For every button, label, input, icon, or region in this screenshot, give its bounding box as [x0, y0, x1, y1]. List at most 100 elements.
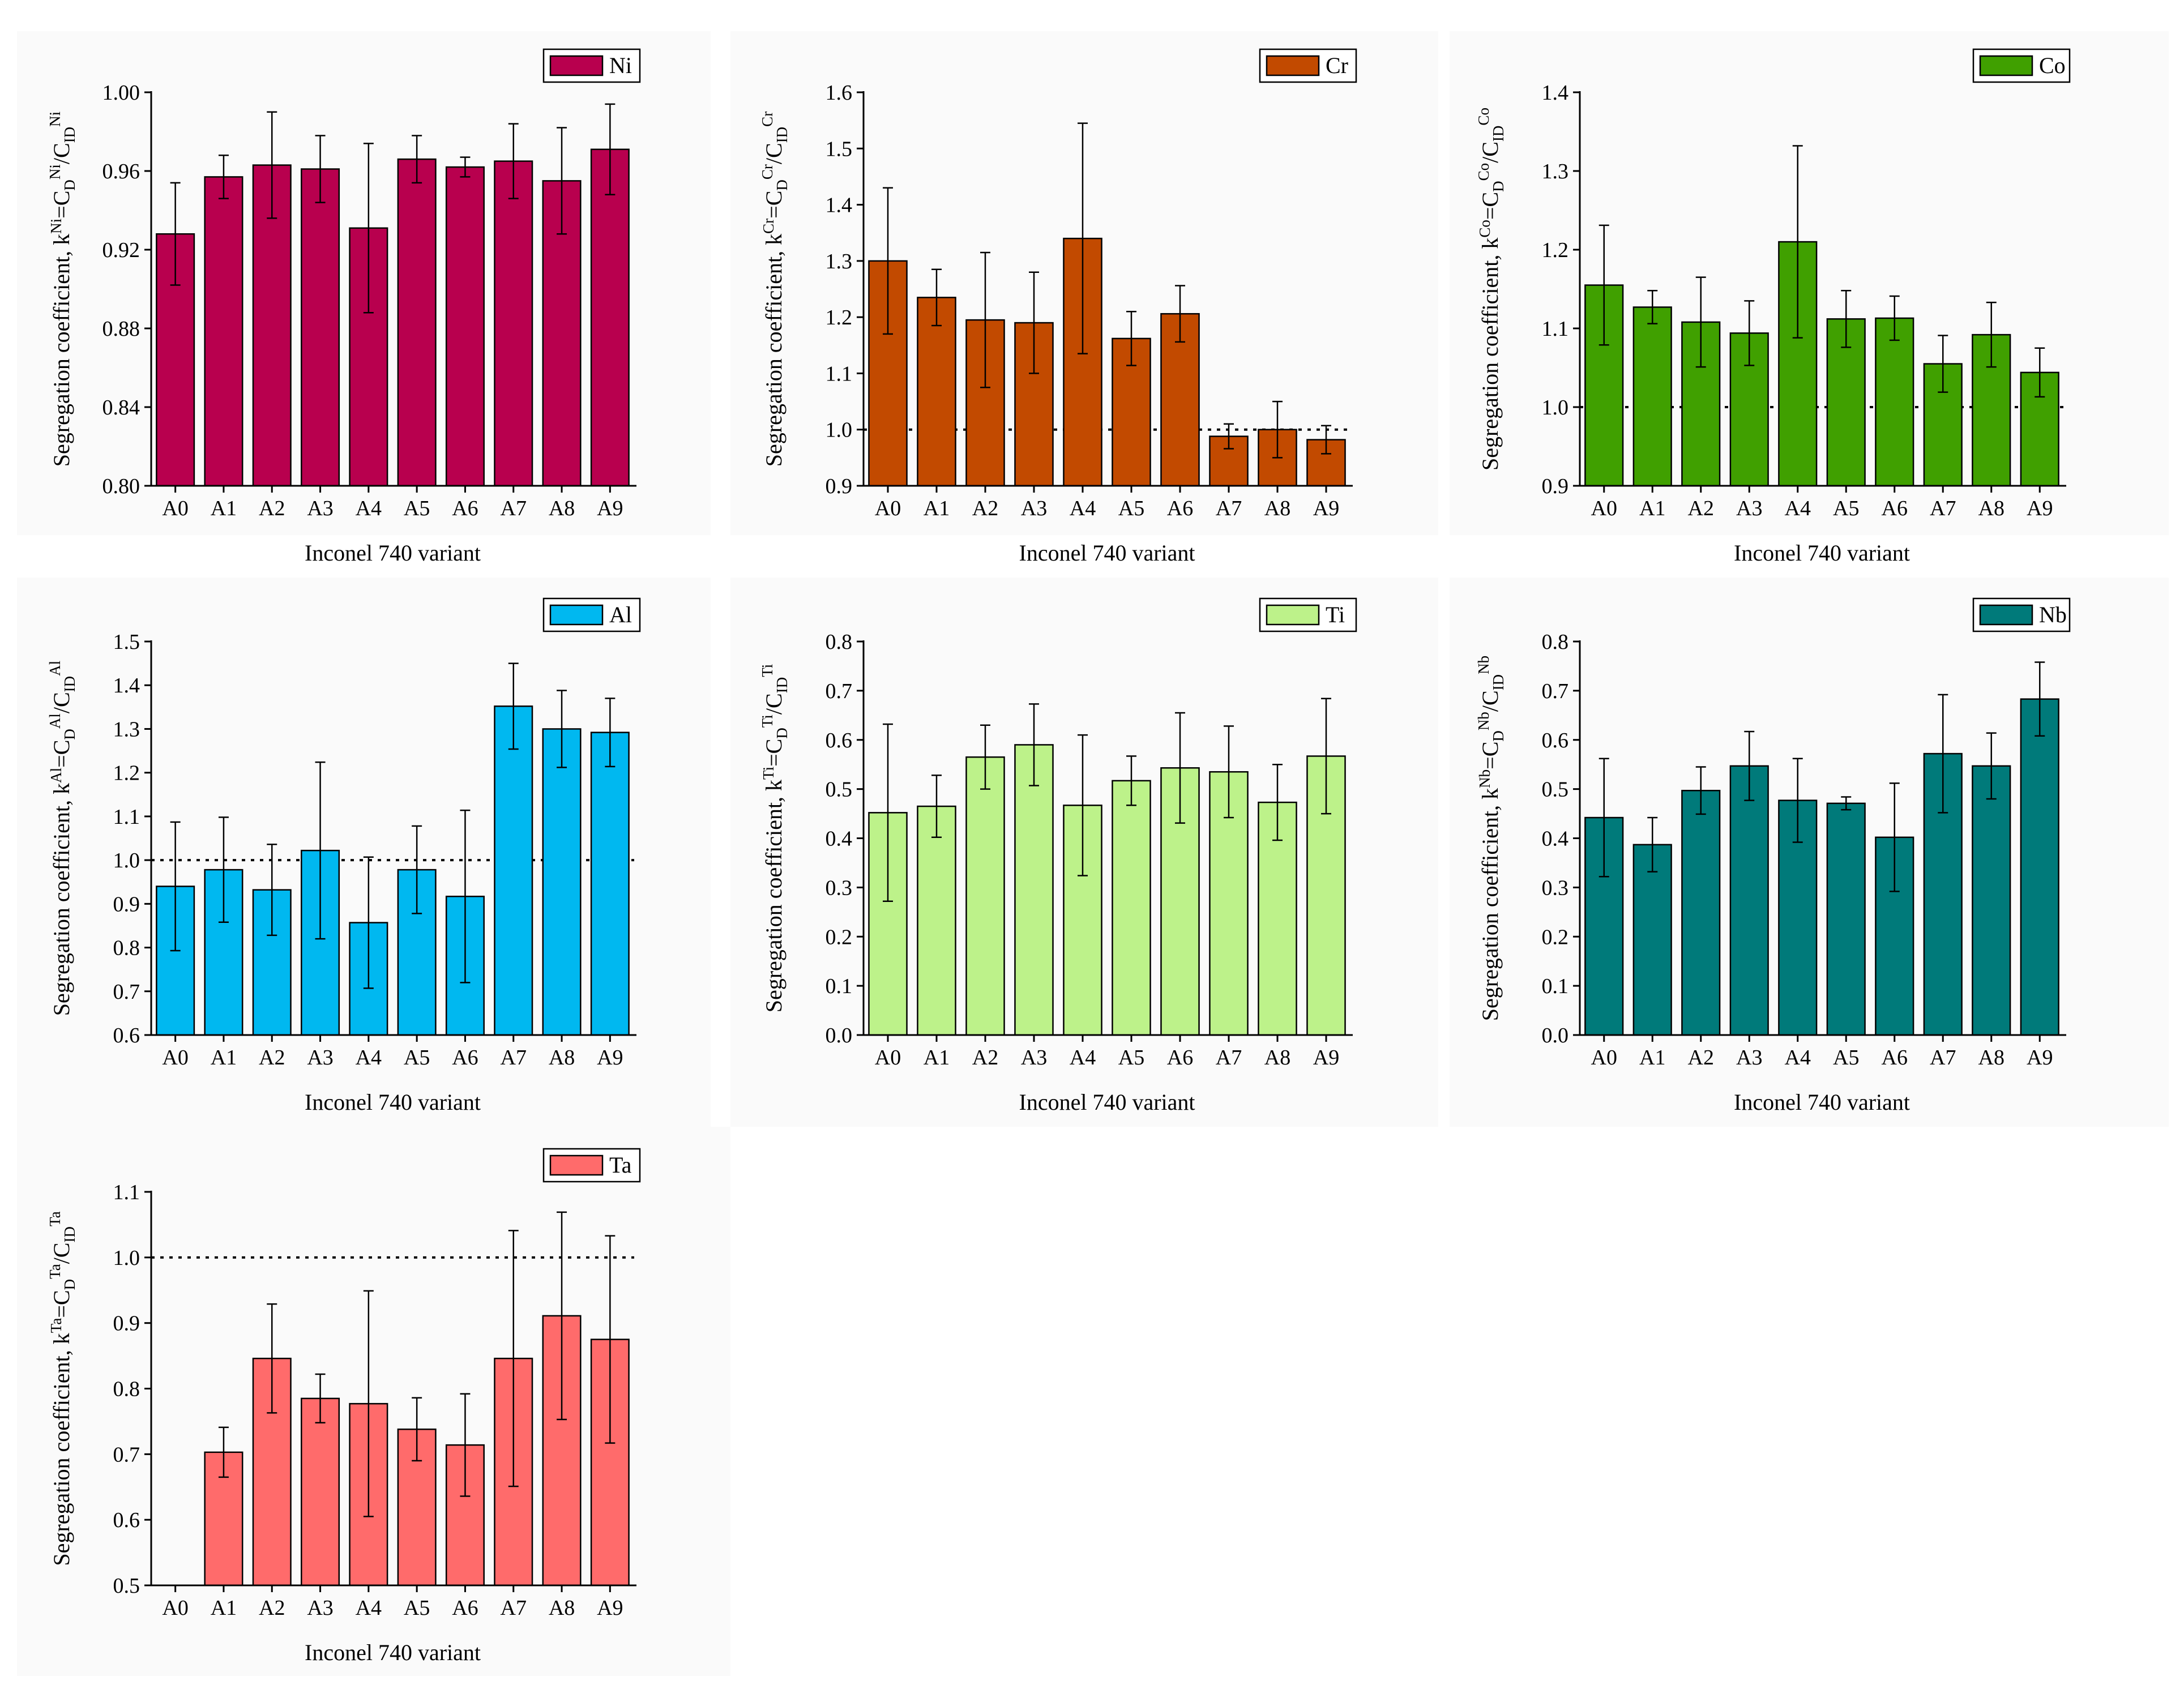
y-tick-label: 1.6	[826, 81, 853, 105]
y-axis-title: Segregation coefficient, kTa=CDTa/CIDTa	[46, 1211, 78, 1566]
error-bar-a9	[1321, 698, 1331, 815]
y-tick-label: 0.3	[826, 876, 853, 900]
bar-a3	[301, 1397, 340, 1586]
ylabel-sub: D	[61, 179, 78, 191]
bar-a6	[1875, 317, 1914, 487]
ylabel-text: Segregation coefficient, k	[1477, 238, 1503, 471]
y-tick-label: 0.7	[1542, 679, 1569, 703]
error-bar-a6	[460, 156, 471, 178]
y-tick-label: 0.84	[102, 396, 140, 420]
bar-a2	[965, 756, 1005, 1036]
ylabel-text: =C	[49, 1290, 74, 1318]
error-bar-a8	[557, 127, 567, 235]
x-tick-label-a4: A4	[1785, 1046, 1811, 1070]
y-tick-label: 0.6	[113, 1024, 140, 1047]
error-bar-a2	[267, 1303, 277, 1414]
ylabel-text: Segregation coefficient, k	[761, 780, 787, 1012]
error-bar-a2	[980, 251, 990, 388]
bar-a3	[1729, 765, 1769, 1036]
error-bar-a2	[267, 844, 277, 936]
legend-label: Ti	[1326, 602, 1345, 627]
x-tick-label-a8: A8	[1978, 1046, 2005, 1070]
ylabel-sup: Ta	[46, 1264, 63, 1279]
y-tick-label: 0.0	[826, 1024, 853, 1047]
error-bar-a0	[1599, 758, 1609, 878]
legend-al: Al	[542, 597, 641, 632]
x-tick-label-a1: A1	[1639, 1046, 1665, 1070]
x-tick-label-a0: A0	[1591, 497, 1617, 520]
x-tick-label-a1: A1	[211, 1596, 237, 1620]
ylabel-text: Segregation coefficient, k	[1477, 788, 1503, 1021]
ylabel-sup: Co	[1476, 220, 1493, 238]
error-bar-a5	[412, 825, 422, 914]
x-tick-label-a2: A2	[972, 1046, 998, 1070]
x-tick-label-a5: A5	[1118, 497, 1144, 520]
x-tick-label-a2: A2	[972, 497, 998, 520]
y-tick-label: 1.2	[826, 306, 853, 330]
bar-a9	[590, 148, 630, 487]
legend-swatch	[549, 604, 604, 626]
y-axis-title: Segregation coefficient, kTi=CDTi/CIDTi	[759, 664, 790, 1013]
x-tick-label-a5: A5	[1833, 1046, 1859, 1070]
x-tick-label-a5: A5	[1833, 497, 1859, 520]
bar-a1	[917, 805, 956, 1036]
x-tick-label-a6: A6	[1882, 1046, 1908, 1070]
x-tick-label-a4: A4	[1070, 497, 1096, 520]
ylabel-text: /C	[49, 692, 74, 713]
x-tick-label-a5: A5	[1118, 1046, 1144, 1070]
error-bar-a9	[605, 1235, 616, 1444]
x-tick-label-a7: A7	[1216, 1046, 1242, 1070]
y-axis-title: Segregation coefficient, kAl=CDAl/CIDAl	[46, 661, 78, 1016]
legend-swatch	[1266, 604, 1320, 626]
x-tick-label-a0: A0	[162, 497, 188, 520]
y-tick-label: 0.3	[1542, 876, 1569, 900]
ylabel-text: =C	[1477, 192, 1503, 220]
error-bar-a3	[315, 135, 326, 203]
legend-label: Cr	[1326, 53, 1348, 78]
y-tick-label: 0.96	[102, 160, 140, 183]
x-tick-label-a9: A9	[1313, 497, 1339, 520]
error-bar-a9	[2035, 347, 2045, 398]
legend-label: Nb	[2039, 602, 2067, 627]
ylabel-sup: Nb	[1475, 712, 1492, 730]
ylabel-sup: Ti	[759, 715, 776, 728]
ylabel-sub: ID	[61, 1226, 78, 1243]
error-bar-a1	[218, 816, 229, 923]
ylabel-sup: Ta	[46, 1211, 63, 1226]
y-tick-label: 0.2	[826, 925, 853, 949]
y-tick-label: 0.7	[826, 679, 853, 703]
legend-swatch	[549, 55, 604, 76]
error-bar-a4	[363, 1290, 374, 1517]
x-tick-label-a7: A7	[501, 1046, 527, 1070]
x-tick-label-a7: A7	[1216, 497, 1242, 520]
bar-a3	[1014, 744, 1054, 1036]
y-tick-label: 1.5	[113, 630, 140, 654]
bar-a9	[2020, 698, 2059, 1036]
ylabel-text: /C	[49, 143, 74, 164]
y-tick-label: 1.1	[1542, 317, 1569, 341]
y-tick-label: 0.0	[1542, 1024, 1569, 1047]
x-tick-label-a4: A4	[356, 497, 382, 520]
error-bar-a8	[557, 1211, 567, 1421]
y-tick-label: 0.5	[1542, 778, 1569, 802]
ylabel-text: /C	[761, 143, 787, 164]
ylabel-text: /C	[1477, 142, 1503, 163]
ylabel-sup: Cr	[760, 219, 777, 234]
y-tick-label: 1.0	[1542, 396, 1569, 420]
ylabel-sub: ID	[61, 676, 78, 692]
bar-a8	[542, 728, 582, 1036]
error-bar-a6	[460, 1393, 471, 1497]
error-bar-a8	[1272, 763, 1283, 841]
y-tick-label: 0.7	[113, 980, 140, 1004]
error-bar-a0	[883, 187, 893, 335]
ylabel-text: =C	[1477, 742, 1503, 769]
ylabel-sub: D	[1490, 181, 1507, 192]
ylabel-sup: Ni	[46, 112, 63, 127]
x-tick-label-a0: A0	[875, 497, 901, 520]
y-tick-label: 1.4	[1542, 81, 1569, 105]
error-bar-a3	[1744, 300, 1755, 366]
bar-a5	[1112, 780, 1151, 1036]
x-tick-label-a8: A8	[549, 1046, 575, 1070]
x-tick-label-a0: A0	[162, 1596, 188, 1620]
